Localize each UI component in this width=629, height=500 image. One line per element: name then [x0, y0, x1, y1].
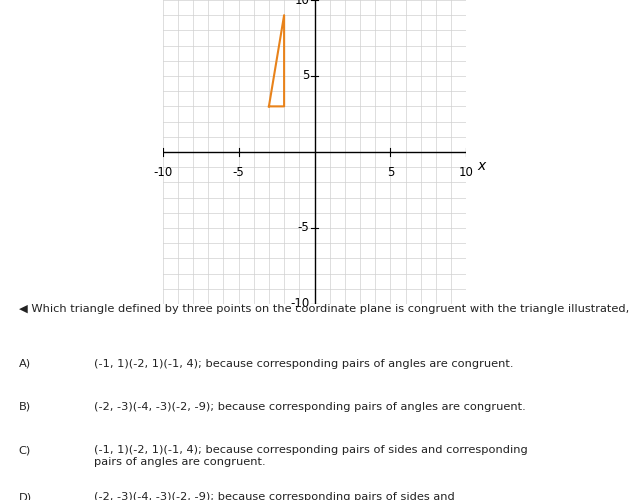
- Text: 10: 10: [459, 166, 474, 178]
- Text: x: x: [477, 158, 486, 172]
- Text: (-1, 1)(-2, 1)(-1, 4); because corresponding pairs of sides and corresponding
pa: (-1, 1)(-2, 1)(-1, 4); because correspon…: [94, 445, 528, 466]
- Text: A): A): [19, 359, 31, 369]
- Text: 10: 10: [294, 0, 309, 6]
- Text: D): D): [19, 492, 32, 500]
- Text: -10: -10: [290, 298, 309, 310]
- Text: 5: 5: [387, 166, 394, 178]
- Text: (-2, -3)(-4, -3)(-2, -9); because corresponding pairs of sides and
corresponding: (-2, -3)(-4, -3)(-2, -9); because corres…: [94, 492, 455, 500]
- Text: -5: -5: [298, 222, 309, 234]
- Text: (-1, 1)(-2, 1)(-1, 4); because corresponding pairs of angles are congruent.: (-1, 1)(-2, 1)(-1, 4); because correspon…: [94, 359, 514, 369]
- Text: (-2, -3)(-4, -3)(-2, -9); because corresponding pairs of angles are congruent.: (-2, -3)(-4, -3)(-2, -9); because corres…: [94, 402, 526, 412]
- Text: B): B): [19, 402, 31, 412]
- Text: 5: 5: [302, 70, 309, 82]
- Text: -10: -10: [153, 166, 172, 178]
- Text: ◀︎ Which triangle defined by three points on the coordinate plane is congruent w: ◀︎ Which triangle defined by three point…: [19, 304, 629, 314]
- Text: -5: -5: [233, 166, 245, 178]
- Text: C): C): [19, 445, 31, 455]
